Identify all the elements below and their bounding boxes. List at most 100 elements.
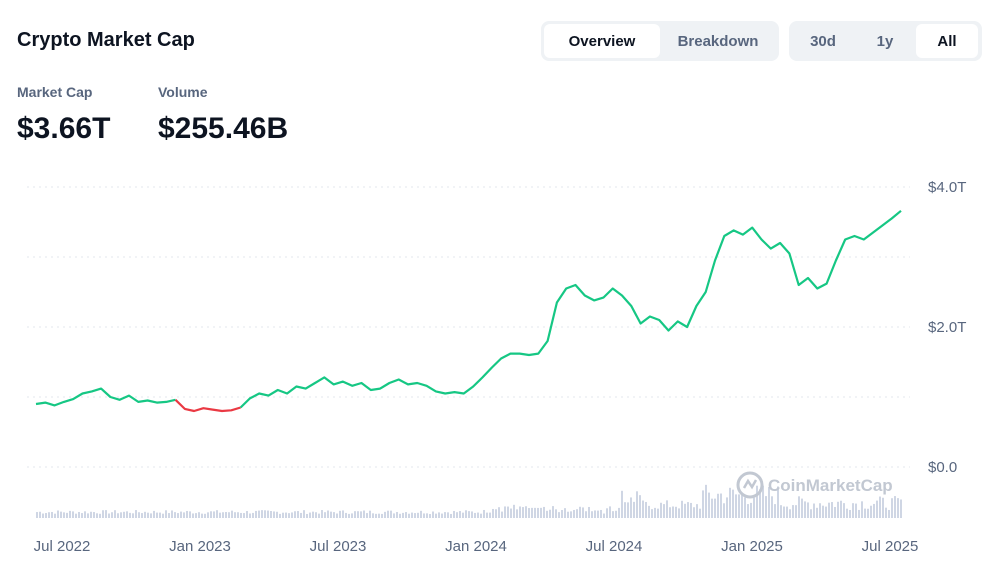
volume-bar xyxy=(672,506,674,518)
volume-bar xyxy=(639,495,641,518)
volume-bar xyxy=(69,510,71,518)
volume-bar xyxy=(528,508,530,518)
volume-bar xyxy=(231,510,233,518)
volume-bar xyxy=(747,504,749,518)
volume-bar xyxy=(828,502,830,518)
volume-bar xyxy=(114,510,116,518)
volume-bar xyxy=(162,513,164,518)
volume-bar xyxy=(270,511,272,518)
volume-bar xyxy=(675,506,677,518)
volume-bar xyxy=(714,498,716,518)
volume-bar xyxy=(99,513,101,518)
volume-bar xyxy=(237,512,239,518)
volume-bar xyxy=(516,509,518,518)
volume-bar xyxy=(513,504,515,518)
volume-bar xyxy=(258,510,260,518)
market-cap-chart[interactable]: CoinMarketCap $4.0T $2.0T $0.0 Jul 2022 Jan… xyxy=(0,160,994,568)
volume-bar xyxy=(813,503,815,518)
volume-bar xyxy=(498,507,500,518)
range-1y-button[interactable]: 1y xyxy=(876,32,894,50)
volume-bar xyxy=(477,512,479,518)
volume-bar xyxy=(831,502,833,518)
x-tick-label: Jul 2024 xyxy=(586,538,643,555)
volume-bar xyxy=(720,493,722,518)
volume-bar xyxy=(495,509,497,518)
tab-breakdown[interactable]: Breakdown xyxy=(677,32,759,50)
volume-bar xyxy=(153,510,155,518)
volume-bar xyxy=(657,508,659,518)
volume-bar xyxy=(678,508,680,518)
volume-bar xyxy=(303,510,305,518)
volume-bar xyxy=(669,507,671,518)
x-axis-ticks: Jul 2022 Jan 2023 Jul 2023 Jan 2024 Jul 2024… xyxy=(34,538,919,555)
volume-bar xyxy=(780,505,782,518)
volume-bar xyxy=(696,504,698,518)
volume-bar xyxy=(291,512,293,518)
volume-bar xyxy=(468,511,470,518)
volume-bar xyxy=(129,512,131,518)
volume-label: Volume xyxy=(158,84,208,100)
volume-bar xyxy=(315,512,317,518)
volume-bar xyxy=(444,512,446,518)
volume-bar xyxy=(753,497,755,518)
range-30d-button[interactable]: 30d xyxy=(810,32,836,50)
volume-bar xyxy=(105,510,107,518)
volume-bar xyxy=(486,512,488,518)
volume-bar xyxy=(666,500,668,518)
volume-bar xyxy=(846,508,848,518)
volume-bar xyxy=(57,510,59,518)
volume-bar xyxy=(243,513,245,518)
volume-bar xyxy=(732,489,734,518)
volume-bar xyxy=(36,512,38,518)
volume-bar xyxy=(174,512,176,518)
volume-bar xyxy=(438,512,440,518)
volume-bar xyxy=(561,509,563,518)
volume-bar xyxy=(873,503,875,518)
volume-bar xyxy=(807,502,809,518)
volume-bar xyxy=(42,513,44,518)
volume-bar xyxy=(354,511,356,518)
volume-bar xyxy=(255,510,257,518)
volume-bar xyxy=(699,508,701,518)
volume-bar xyxy=(213,511,215,518)
volume-bar xyxy=(297,511,299,518)
volume-bar xyxy=(789,509,791,518)
volume-bar xyxy=(324,512,326,518)
volume-bar xyxy=(240,512,242,518)
volume-bar xyxy=(555,509,557,518)
x-tick-label: Jul 2022 xyxy=(34,538,91,555)
volume-bar xyxy=(552,506,554,518)
volume-bar xyxy=(786,506,788,518)
volume-value: $255.46B xyxy=(158,112,289,145)
volume-bar xyxy=(327,510,329,518)
volume-bar xyxy=(195,513,197,518)
tab-overview[interactable]: Overview xyxy=(544,24,660,58)
volume-bar xyxy=(507,506,509,518)
volume-bar xyxy=(366,513,368,518)
volume-bar xyxy=(564,508,566,518)
volume-bar xyxy=(348,513,350,518)
x-tick-label: Jan 2024 xyxy=(445,538,507,555)
volume-bar xyxy=(201,513,203,518)
volume-bar xyxy=(804,501,806,518)
volume-bar xyxy=(684,503,686,518)
volume-bar xyxy=(384,511,386,518)
range-all-button[interactable]: All xyxy=(916,24,978,58)
volume-bar xyxy=(249,513,251,518)
volume-bar xyxy=(897,498,899,518)
volume-bar xyxy=(858,509,860,518)
volume-bar xyxy=(93,512,95,518)
volume-bar xyxy=(882,497,884,518)
volume-bar xyxy=(228,512,230,518)
volume-bar xyxy=(117,513,119,518)
volume-bar xyxy=(471,511,473,518)
volume-bar xyxy=(177,513,179,518)
volume-bar xyxy=(81,513,83,518)
volume-bar xyxy=(570,511,572,518)
volume-bar xyxy=(756,485,758,518)
volume-bar xyxy=(711,498,713,518)
volume-bar xyxy=(567,511,569,518)
volume-bar xyxy=(849,509,851,518)
coinmarketcap-watermark: CoinMarketCap xyxy=(736,471,893,499)
volume-bar xyxy=(96,513,98,518)
